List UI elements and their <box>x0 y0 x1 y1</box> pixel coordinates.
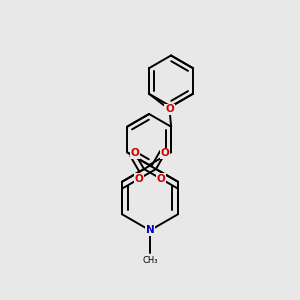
Text: N: N <box>146 225 154 236</box>
Text: O: O <box>157 174 165 184</box>
Text: O: O <box>165 104 174 115</box>
Text: O: O <box>135 174 143 184</box>
Text: O: O <box>160 148 169 158</box>
Text: CH₃: CH₃ <box>142 256 158 265</box>
Text: O: O <box>130 148 140 158</box>
